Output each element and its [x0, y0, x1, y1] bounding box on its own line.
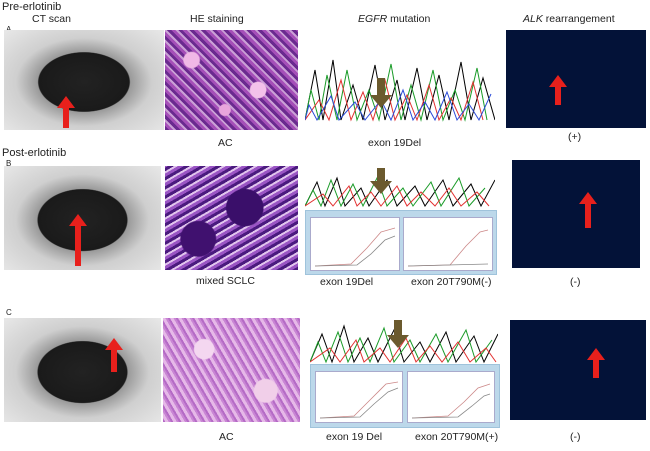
fish-image-b	[512, 160, 640, 268]
qpcr-curve-left-b	[314, 227, 396, 267]
qpcr-plot-left-b	[310, 217, 400, 271]
red-arrow-icon	[587, 348, 605, 378]
qpcr-panel-c	[310, 364, 500, 428]
egfr-header-rest: mutation	[387, 13, 431, 25]
qpcr-curve-left-c	[319, 381, 399, 419]
alk-caption-a: (+)	[568, 131, 582, 143]
he-staining-header: HE staining	[190, 13, 244, 25]
alk-header-rest: rearrangement	[542, 13, 615, 25]
red-arrow-icon	[69, 214, 87, 266]
qpcr-curve-right-c	[411, 383, 491, 419]
qpcr-curve-right-b	[407, 229, 489, 267]
egfr-t790m-caption-b: exon 20T790M(-)	[411, 276, 492, 288]
sequence-arrow-icon	[370, 168, 392, 194]
he-caption-a: AC	[218, 137, 233, 149]
fish-image-a	[506, 30, 646, 128]
red-arrow-icon	[57, 96, 75, 128]
ct-scan-header: CT scan	[32, 13, 71, 25]
he-image-b	[165, 166, 298, 270]
red-arrow-icon	[105, 338, 123, 372]
qpcr-plot-left-c	[315, 371, 403, 423]
red-arrow-icon	[549, 75, 567, 105]
egfr-mutation-header: EGFR mutation	[358, 14, 430, 25]
he-caption-b: mixed SCLC	[196, 275, 255, 287]
fish-image-c	[510, 320, 646, 420]
qpcr-plot-right-b	[403, 217, 493, 271]
row-a-letter: A	[6, 26, 11, 34]
chromatogram-b	[305, 162, 495, 208]
pre-erlotinib-label: Pre-erlotinib	[2, 1, 62, 13]
chromatogram-a	[305, 30, 495, 126]
chromatogram-trace-a	[305, 59, 495, 122]
he-image-a	[165, 30, 298, 130]
red-arrow-icon	[579, 192, 597, 228]
egfr-gene-name: EGFR	[358, 13, 388, 25]
egfr-t790m-caption-c: exon 20T790M(+)	[415, 431, 499, 443]
he-image-c	[163, 318, 300, 422]
alk-rearrangement-header: ALK rearrangement	[523, 14, 615, 25]
ct-scan-c	[4, 318, 161, 422]
alk-caption-c: (-)	[570, 431, 581, 443]
qpcr-plot-right-c	[407, 371, 495, 423]
qpcr-panel-b	[305, 210, 497, 275]
sequence-arrow-icon	[387, 320, 409, 348]
row-b-letter: B	[6, 159, 12, 168]
row-c-letter: C	[6, 308, 12, 317]
egfr-caption-a: exon 19Del	[368, 137, 422, 149]
egfr-caption-b: exon 19Del	[320, 276, 374, 288]
ct-scan-a	[4, 30, 164, 130]
alk-caption-b: (-)	[570, 276, 581, 288]
sequence-arrow-icon	[370, 78, 392, 108]
chromatogram-c	[310, 312, 498, 364]
post-erlotinib-label: Post-erlotinib	[2, 147, 67, 159]
egfr-caption-c: exon 19 Del	[326, 431, 383, 443]
he-caption-c: AC	[219, 431, 234, 443]
chromatogram-trace-b	[305, 176, 495, 208]
ct-scan-b	[4, 166, 161, 270]
alk-gene-name: ALK	[523, 13, 543, 25]
